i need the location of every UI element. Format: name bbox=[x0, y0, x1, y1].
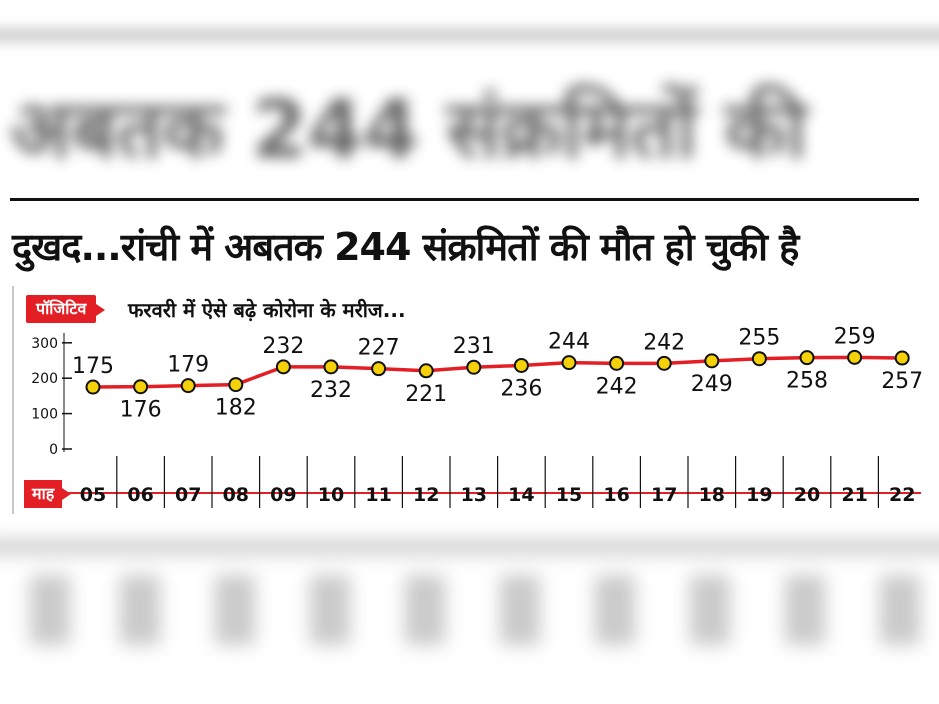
chart-panel bbox=[10, 283, 921, 520]
background-lower bbox=[0, 520, 939, 704]
data-point bbox=[704, 353, 720, 369]
x-tick-label: 21 bbox=[841, 484, 867, 506]
x-tick-label: 06 bbox=[127, 484, 153, 506]
data-point bbox=[561, 355, 577, 371]
background-blob bbox=[500, 575, 540, 645]
background-band bbox=[0, 540, 939, 554]
background-blob bbox=[880, 575, 920, 645]
x-tick-label: 16 bbox=[603, 484, 629, 506]
data-label: 242 bbox=[596, 374, 638, 399]
data-point bbox=[466, 359, 482, 375]
x-tick-label: 08 bbox=[223, 484, 249, 506]
series-line bbox=[92, 355, 903, 389]
data-label: 176 bbox=[120, 398, 162, 423]
data-label: 255 bbox=[738, 326, 780, 351]
headline-rule bbox=[10, 198, 919, 201]
background-band bbox=[0, 28, 939, 42]
data-label: 179 bbox=[167, 353, 209, 378]
y-tick-label: 300 bbox=[31, 336, 58, 352]
data-point bbox=[133, 379, 149, 395]
y-tick-label: 200 bbox=[31, 371, 58, 387]
data-label: 259 bbox=[834, 324, 876, 349]
data-point bbox=[371, 361, 387, 377]
x-tick-label: 09 bbox=[270, 484, 296, 506]
data-point bbox=[323, 359, 339, 375]
background-blob bbox=[405, 575, 445, 645]
background-blob bbox=[785, 575, 825, 645]
background-header: अबतक 244 संक्रमितों की bbox=[0, 0, 939, 185]
panel-left-border bbox=[12, 286, 14, 514]
data-label: 258 bbox=[786, 369, 828, 394]
x-tick-label: 20 bbox=[794, 484, 820, 506]
x-tick-label: 17 bbox=[651, 484, 677, 506]
x-tick-label: 19 bbox=[746, 484, 772, 506]
data-point bbox=[513, 357, 529, 373]
data-label: 182 bbox=[215, 396, 257, 421]
data-label: 242 bbox=[643, 330, 685, 355]
data-point bbox=[85, 379, 101, 395]
y-tick-label: 100 bbox=[31, 407, 58, 423]
data-point bbox=[751, 351, 767, 367]
data-label: 249 bbox=[691, 372, 733, 397]
data-label: 257 bbox=[881, 369, 923, 394]
x-tick-label: 10 bbox=[318, 484, 344, 506]
data-label: 244 bbox=[548, 330, 590, 355]
data-point bbox=[228, 377, 244, 393]
background-blob bbox=[215, 575, 255, 645]
background-blob bbox=[595, 575, 635, 645]
data-label: 175 bbox=[72, 354, 114, 379]
x-tick-label: 13 bbox=[461, 484, 487, 506]
x-tick-label: 05 bbox=[80, 484, 106, 506]
background-blob bbox=[690, 575, 730, 645]
background-blob bbox=[310, 575, 350, 645]
data-label: 232 bbox=[262, 334, 304, 359]
headline: दुखद...रांची में अबतक 244 संक्रमितों की … bbox=[12, 225, 799, 269]
data-point bbox=[847, 349, 863, 365]
data-point bbox=[275, 359, 291, 375]
x-tick-label: 11 bbox=[365, 484, 391, 506]
data-point bbox=[180, 378, 196, 394]
data-label: 232 bbox=[310, 378, 352, 403]
background-headline: अबतक 244 संक्रमितों की bbox=[10, 83, 807, 176]
x-tick-label: 12 bbox=[413, 484, 439, 506]
chart-title: फरवरी में ऐसे बढ़े कोरोना के मरीज... bbox=[128, 298, 406, 322]
x-tick-label: 14 bbox=[508, 484, 534, 506]
background-blob bbox=[120, 575, 160, 645]
data-point bbox=[799, 350, 815, 366]
data-label: 227 bbox=[358, 336, 400, 361]
data-label: 231 bbox=[453, 334, 495, 359]
data-point bbox=[656, 355, 672, 371]
y-tick-label: 0 bbox=[49, 442, 58, 458]
background-blob bbox=[30, 575, 70, 645]
x-tick-label: 18 bbox=[699, 484, 725, 506]
x-tick-label: 22 bbox=[889, 484, 915, 506]
data-label: 236 bbox=[500, 376, 542, 401]
x-tick-label: 07 bbox=[175, 484, 201, 506]
month-tag: माह bbox=[24, 480, 72, 508]
data-point bbox=[894, 350, 910, 366]
x-tick-label: 15 bbox=[556, 484, 582, 506]
data-point bbox=[418, 363, 434, 379]
data-label: 221 bbox=[405, 382, 447, 407]
data-point bbox=[609, 355, 625, 371]
positive-tag: पॉजिटिव bbox=[26, 295, 106, 323]
